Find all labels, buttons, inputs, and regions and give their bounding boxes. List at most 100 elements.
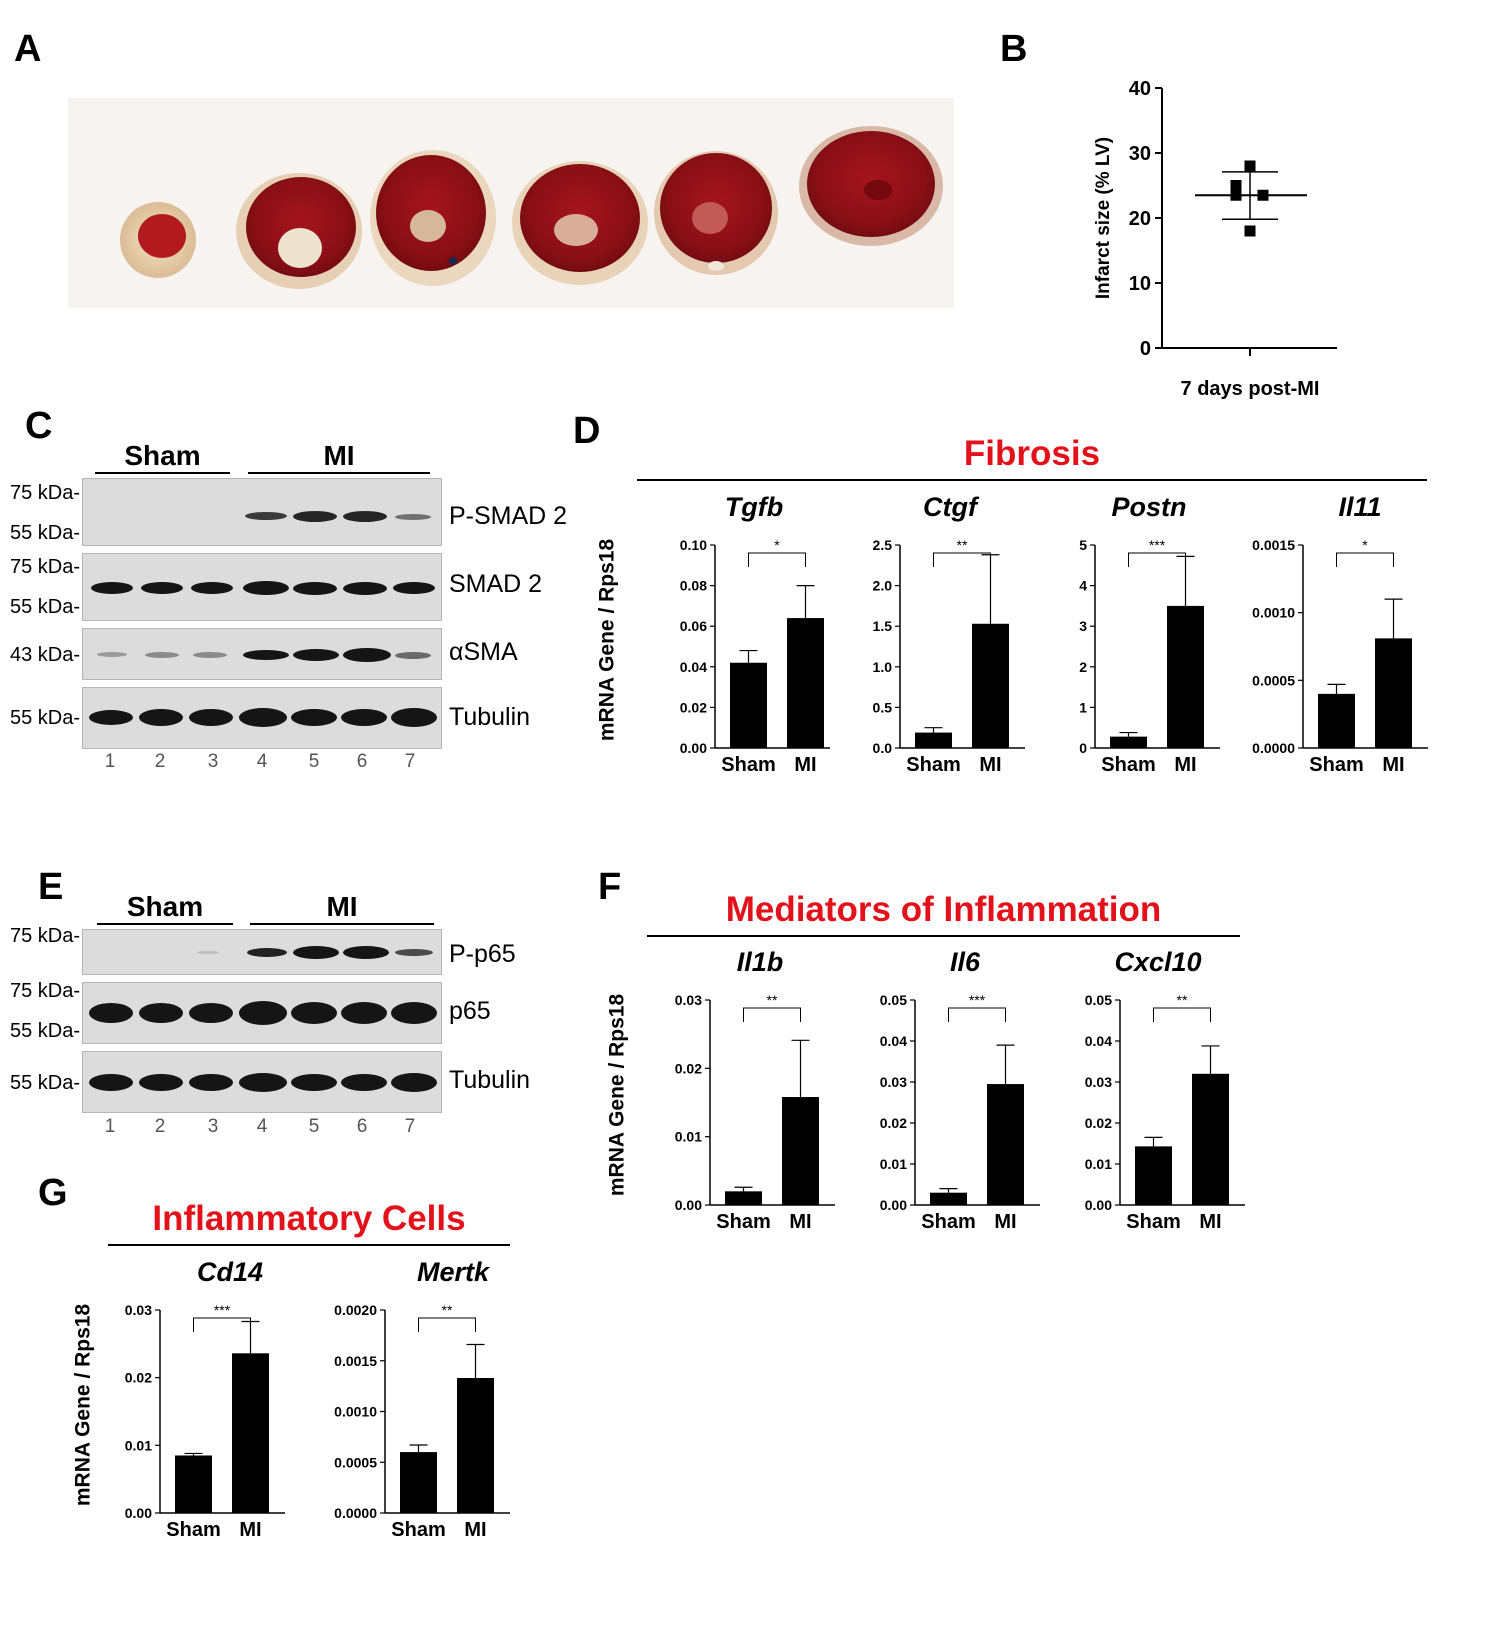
- panel-label-b: B: [1000, 28, 1028, 70]
- significance-marker: *: [1362, 537, 1368, 553]
- x-category-label: MI: [1174, 754, 1196, 776]
- y-tick-label: 0.0020: [334, 1302, 377, 1318]
- y-tick-label: 2: [1079, 659, 1087, 675]
- heart-slice-4: [512, 161, 648, 285]
- significance-marker: ***: [214, 1302, 231, 1318]
- y-tick-label: 0.03: [1085, 1074, 1112, 1090]
- x-category-label: MI: [994, 1211, 1016, 1233]
- blot-e-lane-number: 2: [154, 1116, 166, 1137]
- bar-mi: [987, 1084, 1024, 1205]
- y-axis-label: Infarct size (% LV): [1093, 137, 1114, 299]
- blot-c-lane-number: 2: [154, 751, 166, 772]
- data-point: [1230, 180, 1242, 191]
- y-tick-label: 0.04: [880, 1033, 907, 1049]
- y-tick-label: 0.0015: [334, 1353, 377, 1369]
- y-tick-label: 0.08: [680, 578, 707, 594]
- y-tick-label: 0.02: [1085, 1115, 1112, 1131]
- chart-title: Il11: [1338, 492, 1381, 522]
- blot-c-lane-number: 4: [256, 751, 268, 772]
- y-tick-label: 0.05: [1085, 992, 1112, 1008]
- blot-c-mw-75: 75 kDa-: [9, 482, 80, 504]
- blot-e-mw-75: 75 kDa-: [9, 925, 80, 947]
- y-tick-label: 0.0010: [1252, 605, 1295, 621]
- x-category-label: MI: [979, 754, 1001, 776]
- significance-bracket: [748, 552, 806, 567]
- chart-title: Il6: [950, 947, 981, 977]
- data-point: [1257, 189, 1269, 201]
- blot-c-protein-tubulin: Tubulin: [449, 703, 531, 731]
- blot-c-protein-asma: αSMA: [449, 638, 518, 666]
- fibrosis-title: Fibrosis: [963, 434, 1101, 473]
- y-tick-label: 0.02: [125, 1370, 152, 1386]
- y-tick-label: 0.0000: [1252, 740, 1295, 756]
- il1b-bar-chart: Il1b 0.00 0.01 0.02 0.03 Sham MI **: [675, 947, 835, 1233]
- bar-mi: [972, 623, 1009, 748]
- blot-e-lane-number: 4: [256, 1116, 268, 1137]
- chart-title: Cd14: [197, 1257, 263, 1287]
- significance-bracket: [948, 1007, 1006, 1022]
- blot-c-lane-number: 3: [207, 751, 219, 772]
- blot-c-smad2: [82, 553, 442, 621]
- y-tick-label: 0.01: [125, 1437, 152, 1453]
- fibrosis-ylabel-text: mRNA Gene / Rps18: [596, 539, 619, 742]
- blot-c-mw-55: 55 kDa-: [9, 707, 80, 729]
- blot-e-group-mi: MI: [326, 891, 358, 922]
- blot-e-lane-number: 7: [404, 1116, 416, 1137]
- inflammatory-cells-title: Inflammatory Cells: [152, 1199, 466, 1238]
- blot-e-mw-75: 75 kDa-: [9, 980, 80, 1002]
- panel-label-d: D: [573, 410, 601, 452]
- blot-c-asma: [82, 628, 442, 680]
- y-tick-label: 1.5: [873, 618, 893, 634]
- y-tick-label: 4: [1079, 578, 1087, 594]
- y-tick-label: 0.02: [675, 1060, 702, 1076]
- inflammation-mediators-rule: [647, 935, 1240, 937]
- blot-c-lane-number: 7: [404, 751, 416, 772]
- blot-e-lane-number: 5: [308, 1116, 320, 1137]
- y-tick-label: 1.0: [873, 659, 893, 675]
- panel-label-c: C: [25, 405, 53, 447]
- fibrosis-rule: [637, 479, 1427, 481]
- blot-c-mw-55: 55 kDa-: [9, 596, 80, 618]
- panel-label-a: A: [14, 28, 42, 70]
- blot-e-mw-55: 55 kDa-: [9, 1020, 80, 1042]
- il6-bar-chart: Il6 0.00 0.01 0.02 0.03 0.04 0.05 Sham MI ***: [880, 947, 1040, 1233]
- bar-sham: [915, 732, 952, 748]
- blot-c-mi-rule: [248, 472, 430, 474]
- blot-e-lane-number: 6: [356, 1116, 368, 1137]
- inflammation-ylabel: mRNA Gene / Rps18: [606, 994, 629, 1197]
- y-tick-label: 0.0010: [334, 1404, 377, 1420]
- blot-e-lane-number: 3: [207, 1116, 219, 1137]
- chart-title: Mertk: [417, 1257, 491, 1287]
- blot-e-protein-tubulin: Tubulin: [449, 1066, 531, 1094]
- data-point: [1244, 160, 1256, 172]
- x-category-label: Sham: [721, 754, 775, 776]
- y-tick-label: 0.04: [680, 659, 707, 675]
- y-tick-label: 0.03: [125, 1302, 152, 1318]
- x-category-label: Sham: [1309, 754, 1363, 776]
- y-tick-label: 0.02: [680, 699, 707, 715]
- blot-c-protein-smad2: SMAD 2: [449, 570, 543, 598]
- data-point: [1244, 225, 1256, 237]
- x-category-label: Sham: [166, 1519, 220, 1541]
- bar-sham: [1110, 736, 1147, 748]
- blot-e-tubulin: [82, 1051, 442, 1113]
- heart-slice-5: [654, 151, 778, 275]
- bar-sham: [1135, 1146, 1172, 1205]
- chart-title: Cxcl10: [1114, 947, 1201, 977]
- bar-sham: [400, 1452, 437, 1513]
- significance-marker: **: [957, 537, 968, 553]
- y-tick-label: 5: [1079, 537, 1087, 553]
- y-tick-label: 0.06: [680, 618, 707, 634]
- y-tick-label: 1: [1079, 699, 1087, 715]
- x-category-label: MI: [789, 1211, 811, 1233]
- postn-bar-chart: Postn 0 1 2 3 4 5 Sham MI ***: [1079, 492, 1220, 776]
- blot-e-group-sham: Sham: [126, 891, 204, 922]
- x-category-label: MI: [794, 754, 816, 776]
- bar-sham: [930, 1192, 967, 1205]
- cells-ylabel: mRNA Gene / Rps18: [72, 1304, 95, 1507]
- blot-c-mw-75: 75 kDa-: [9, 556, 80, 578]
- x-category-label: Sham: [906, 754, 960, 776]
- x-category-label: MI: [1382, 754, 1404, 776]
- blot-c-psmad2: [82, 478, 442, 546]
- chart-title: Tgfb: [725, 492, 783, 522]
